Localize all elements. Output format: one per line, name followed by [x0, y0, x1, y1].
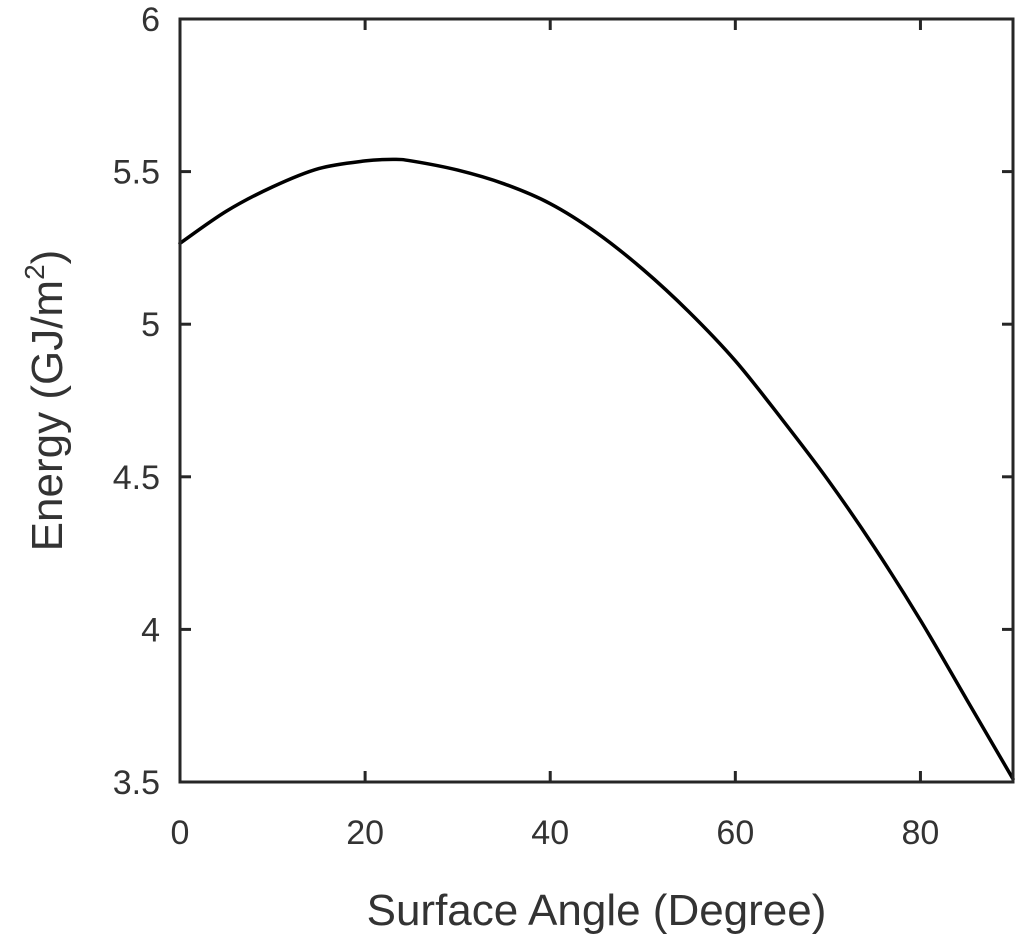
y-tick-label: 5	[141, 306, 160, 344]
y-axis-label-suffix: )	[23, 250, 72, 265]
x-tick-label: 40	[531, 814, 569, 852]
x-axis-label: Surface Angle (Degree)	[367, 886, 827, 935]
x-tick-label: 0	[171, 814, 190, 852]
y-tick-label: 6	[141, 1, 160, 39]
y-tick-label: 3.5	[113, 764, 160, 802]
y-axis-label-main: Energy (GJ/m	[23, 280, 72, 551]
plot-frame	[178, 17, 1015, 784]
x-tick-label: 20	[346, 814, 384, 852]
y-axis-label: Energy (GJ/m2)	[19, 250, 72, 552]
x-tick-label: 60	[716, 814, 754, 852]
y-tick-label: 5.5	[113, 154, 160, 192]
y-tick-label: 4	[141, 611, 160, 649]
series-line	[178, 157, 1015, 781]
y-tick-label: 4.5	[113, 459, 160, 497]
x-tick-label: 80	[902, 814, 940, 852]
x-axis-ticks	[178, 19, 922, 782]
x-axis-tick-labels: 0 20 40 60 80	[171, 814, 940, 852]
y-axis-ticks	[180, 17, 1013, 784]
y-axis-tick-labels: 3.5 4 4.5 5 5.5 6	[113, 1, 160, 802]
y-axis-label-superscript: 2	[19, 264, 50, 280]
